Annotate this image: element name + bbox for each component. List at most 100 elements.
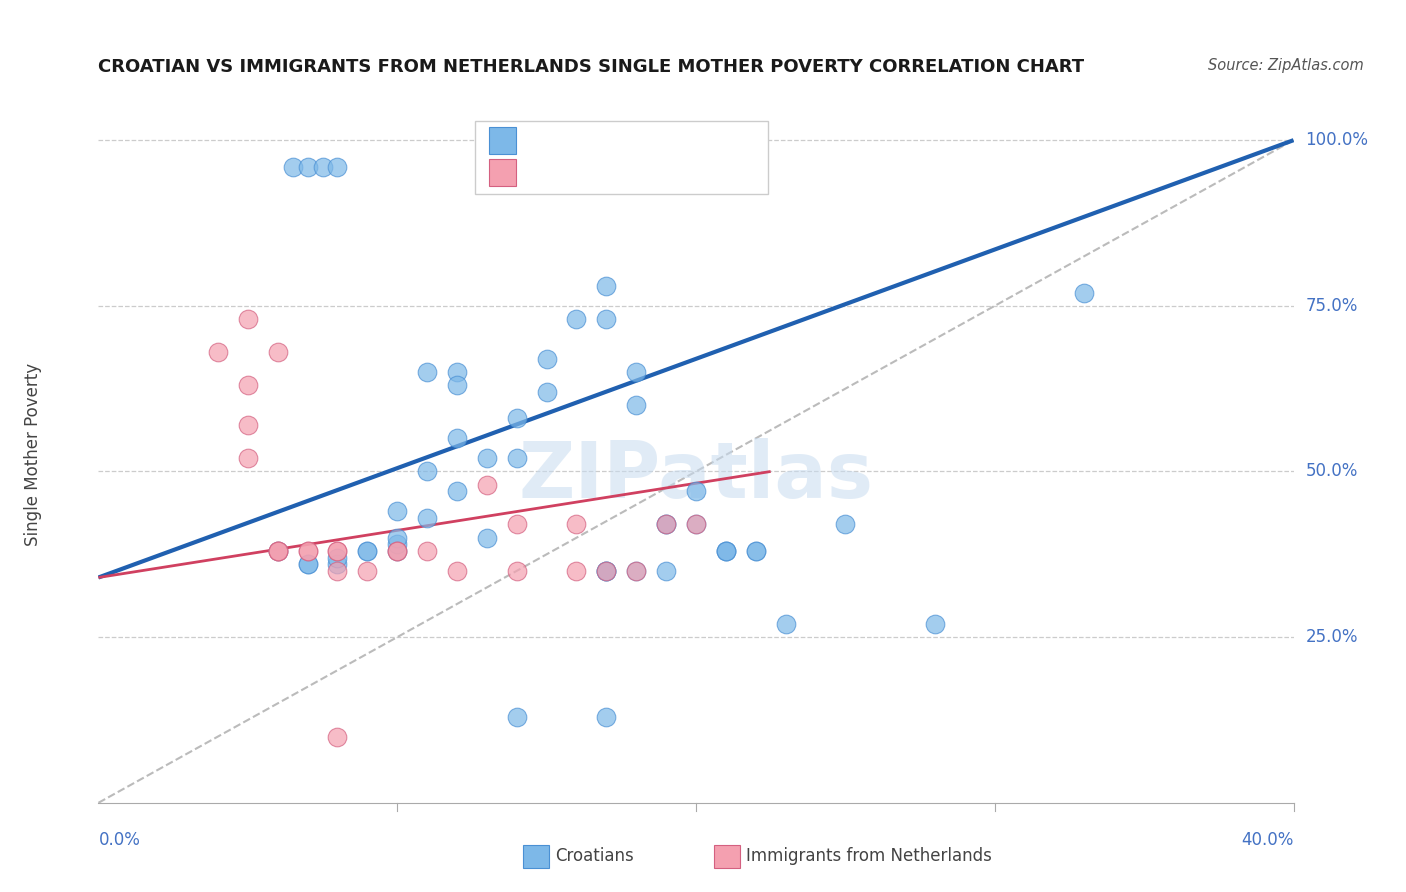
Point xyxy=(385,544,409,558)
Point xyxy=(714,544,737,558)
Point xyxy=(385,544,409,558)
Text: N = 53: N = 53 xyxy=(631,131,689,150)
Point xyxy=(385,531,409,545)
Point xyxy=(595,564,617,578)
Text: 100.0%: 100.0% xyxy=(1305,131,1368,149)
Point xyxy=(326,160,349,174)
Point xyxy=(1073,285,1095,300)
Point xyxy=(624,398,647,412)
Point xyxy=(506,517,529,532)
Text: Single Mother Poverty: Single Mother Poverty xyxy=(24,363,42,547)
Point xyxy=(326,550,349,565)
Text: 40.0%: 40.0% xyxy=(1241,830,1294,848)
Point xyxy=(595,564,617,578)
Point xyxy=(775,616,797,631)
Text: Source: ZipAtlas.com: Source: ZipAtlas.com xyxy=(1208,58,1364,73)
Point xyxy=(595,564,617,578)
Point xyxy=(834,517,856,532)
Point xyxy=(506,411,529,425)
Point xyxy=(326,564,349,578)
Bar xyxy=(523,846,548,868)
Point xyxy=(655,517,678,532)
Point xyxy=(475,531,498,545)
Text: N = 29: N = 29 xyxy=(631,163,689,181)
Text: 0.0%: 0.0% xyxy=(98,830,141,848)
Point xyxy=(536,384,558,399)
Text: Immigrants from Netherlands: Immigrants from Netherlands xyxy=(747,847,993,865)
Point xyxy=(356,564,378,578)
Point xyxy=(416,365,439,379)
Point xyxy=(924,616,946,631)
Text: ZIPatlas: ZIPatlas xyxy=(519,438,873,514)
Point xyxy=(506,709,529,723)
Point xyxy=(446,484,468,499)
Point xyxy=(311,160,333,174)
Point xyxy=(624,564,647,578)
Point xyxy=(326,544,349,558)
Point xyxy=(236,418,259,433)
Point xyxy=(385,544,409,558)
Point xyxy=(297,558,319,572)
Point xyxy=(536,351,558,366)
Point xyxy=(326,544,349,558)
Point xyxy=(595,564,617,578)
Bar xyxy=(489,128,516,153)
Point xyxy=(475,451,498,466)
Point xyxy=(207,345,229,359)
Point xyxy=(446,378,468,392)
Point xyxy=(267,544,290,558)
Text: CROATIAN VS IMMIGRANTS FROM NETHERLANDS SINGLE MOTHER POVERTY CORRELATION CHART: CROATIAN VS IMMIGRANTS FROM NETHERLANDS … xyxy=(98,58,1084,76)
Point xyxy=(326,558,349,572)
Point xyxy=(624,365,647,379)
Point xyxy=(297,544,319,558)
Point xyxy=(385,504,409,518)
Point xyxy=(624,564,647,578)
Bar xyxy=(489,159,516,186)
Point xyxy=(416,465,439,479)
Point xyxy=(506,451,529,466)
Point xyxy=(714,544,737,558)
Point xyxy=(655,517,678,532)
Point xyxy=(416,511,439,525)
Point xyxy=(297,160,319,174)
Point xyxy=(446,365,468,379)
Point xyxy=(446,564,468,578)
Point xyxy=(267,544,290,558)
Point xyxy=(506,564,529,578)
Point xyxy=(356,544,378,558)
Point xyxy=(745,544,768,558)
Point xyxy=(475,477,498,491)
Point xyxy=(565,564,588,578)
Point xyxy=(236,451,259,466)
Point xyxy=(236,312,259,326)
Point xyxy=(267,544,290,558)
Point xyxy=(745,544,768,558)
Text: 25.0%: 25.0% xyxy=(1305,628,1358,646)
Point xyxy=(714,544,737,558)
Text: Croatians: Croatians xyxy=(555,847,634,865)
Point xyxy=(416,544,439,558)
Point xyxy=(655,564,678,578)
Point xyxy=(595,279,617,293)
Point xyxy=(446,431,468,445)
Point xyxy=(565,517,588,532)
Point xyxy=(297,558,319,572)
Text: R =  0.219: R = 0.219 xyxy=(530,163,619,181)
Point xyxy=(356,544,378,558)
Point xyxy=(595,709,617,723)
Point xyxy=(267,345,290,359)
Point xyxy=(685,517,707,532)
Text: 50.0%: 50.0% xyxy=(1305,462,1358,481)
Point xyxy=(326,730,349,744)
Bar xyxy=(714,846,740,868)
Point xyxy=(297,544,319,558)
Point xyxy=(267,544,290,558)
Point xyxy=(595,312,617,326)
Point xyxy=(685,484,707,499)
FancyBboxPatch shape xyxy=(475,121,768,194)
Point xyxy=(385,537,409,551)
Point xyxy=(685,517,707,532)
Text: 75.0%: 75.0% xyxy=(1305,297,1358,315)
Point xyxy=(281,160,304,174)
Point xyxy=(236,378,259,392)
